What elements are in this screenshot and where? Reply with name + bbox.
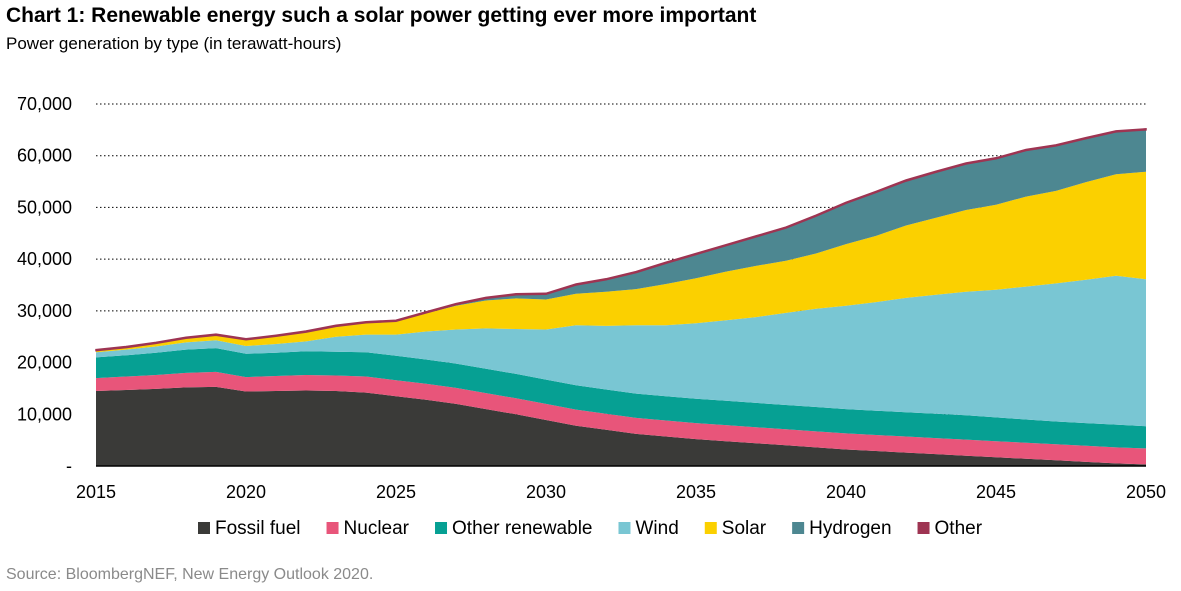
area-nuclear	[96, 371, 1146, 465]
legend-item-other-renewable: Other renewable	[435, 518, 592, 539]
area-other-renewable	[96, 348, 1146, 449]
x-tick-label: 2030	[526, 482, 566, 502]
x-tick-label: 2035	[676, 482, 716, 502]
legend-swatch	[917, 522, 930, 534]
legend-label: Other	[935, 518, 983, 539]
legend-swatch	[435, 522, 448, 534]
legend-item-wind: Wind	[618, 518, 679, 539]
y-tick-label: 10,000	[17, 404, 72, 424]
legend-item-nuclear: Nuclear	[326, 518, 410, 539]
axes: - 10,000 20,000 30,000 40,000 50,000 60,000 70,…	[17, 94, 1166, 502]
x-tick-label: 2020	[226, 482, 266, 502]
x-tick-label: 2025	[376, 482, 416, 502]
legend-swatch	[198, 522, 210, 534]
y-tick-label: 30,000	[17, 301, 72, 321]
legend-label: Hydrogen	[809, 518, 891, 539]
legend-label: Nuclear	[344, 518, 410, 539]
y-tick-label: 40,000	[17, 249, 72, 269]
legend-item-fossil-fuel: Fossil fuel	[198, 518, 301, 539]
y-tick-label: 50,000	[17, 197, 72, 217]
legend-label: Wind	[635, 518, 678, 539]
x-tick-label: 2015	[76, 482, 116, 502]
area-series-group	[95, 127, 1147, 466]
legend-swatch	[792, 522, 805, 534]
x-tick-label: 2050	[1126, 482, 1166, 502]
y-tick-label: 20,000	[17, 353, 72, 373]
chart-subtitle: Power generation by type (in terawatt-ho…	[6, 34, 342, 53]
area-wind	[96, 275, 1146, 427]
x-tick-label: 2040	[826, 482, 866, 502]
legend-label: Solar	[722, 518, 767, 539]
area-other	[95, 127, 1147, 352]
legend-swatch	[326, 522, 339, 534]
legend-item-other: Other	[917, 518, 983, 539]
legend: Fossil fuel Nuclear Other renewable Wind Sol…	[198, 518, 983, 539]
chart-title: Chart 1: Renewable energy such a solar p…	[6, 4, 757, 27]
area-hydrogen	[96, 129, 1146, 351]
x-tick-label: 2045	[976, 482, 1016, 502]
y-tick-label: -	[66, 456, 72, 476]
y-tick-label: 60,000	[17, 146, 72, 166]
legend-item-solar: Solar	[704, 518, 767, 539]
area-solar	[96, 171, 1146, 353]
legend-label: Fossil fuel	[215, 518, 301, 539]
legend-swatch	[704, 522, 717, 534]
y-tick-label: 70,000	[17, 94, 72, 114]
legend-swatch	[618, 522, 631, 534]
legend-label: Other renewable	[452, 518, 592, 539]
area-fossil-fuel	[96, 386, 1146, 466]
source-note: Source: BloombergNEF, New Energy Outlook…	[6, 566, 374, 583]
legend-item-hydrogen: Hydrogen	[792, 518, 892, 539]
